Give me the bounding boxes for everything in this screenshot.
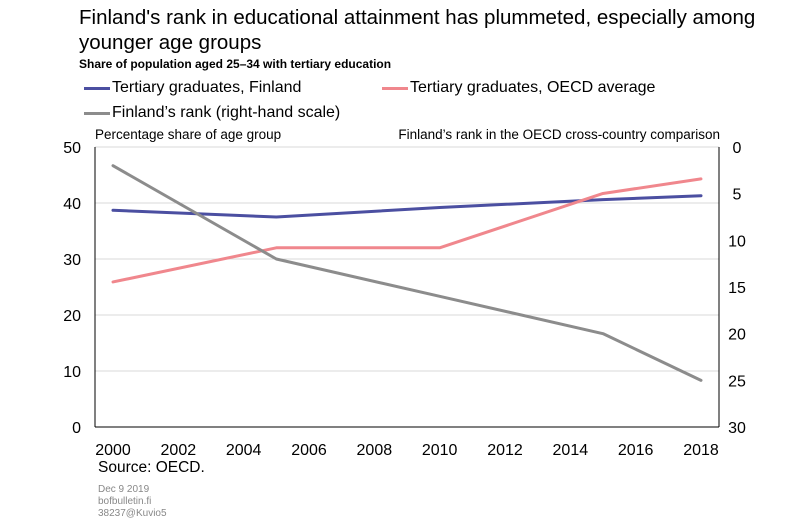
x-tick-label: 2004 xyxy=(226,442,262,459)
right-tick-label: 15 xyxy=(728,280,746,297)
x-tick-label: 2016 xyxy=(618,442,654,459)
legend-label-rank: Finland’s rank (right-hand scale) xyxy=(112,104,341,121)
x-tick-label: 2010 xyxy=(422,442,458,459)
legend-item-finland: Tertiary graduates, Finland xyxy=(84,79,301,97)
footer-site: bofbulletin.fi xyxy=(98,496,152,507)
right-tick-label: 25 xyxy=(728,373,746,390)
left-tick-label: 40 xyxy=(63,196,81,213)
legend-swatch-oecd xyxy=(382,86,408,90)
legend-label-oecd: Tertiary graduates, OECD average xyxy=(410,79,656,96)
left-axis-label: Percentage share of age group xyxy=(95,127,282,142)
x-tick-label: 2000 xyxy=(95,442,131,459)
right-tick-label: 20 xyxy=(728,327,746,344)
legend-item-oecd: Tertiary graduates, OECD average xyxy=(382,79,655,97)
right-tick-label: 0 xyxy=(733,140,742,157)
footer-date: Dec 9 2019 xyxy=(98,484,150,495)
left-tick-label: 10 xyxy=(63,364,81,381)
right-tick-label: 5 xyxy=(733,187,742,204)
x-tick-label: 2002 xyxy=(161,442,197,459)
chart-subtitle: Share of population aged 25–34 with tert… xyxy=(79,57,392,71)
x-tick-label: 2014 xyxy=(553,442,589,459)
legend-swatch-finland xyxy=(84,86,110,90)
left-tick-label: 30 xyxy=(63,252,81,269)
x-tick-label: 2006 xyxy=(291,442,327,459)
legend-item-rank: Finland’s rank (right-hand scale) xyxy=(84,104,340,122)
x-tick-label: 2008 xyxy=(357,442,393,459)
left-tick-label: 0 xyxy=(72,420,81,437)
right-axis-label: Finland’s rank in the OECD cross-country… xyxy=(398,127,720,142)
left-tick-label: 20 xyxy=(63,308,81,325)
series-line-0 xyxy=(111,194,703,219)
x-tick-label: 2012 xyxy=(487,442,523,459)
source-note: Source: OECD. xyxy=(98,459,205,476)
x-tick-label: 2018 xyxy=(683,442,719,459)
chart-title: Finland's rank in educational attainment… xyxy=(79,6,756,54)
right-tick-label: 10 xyxy=(728,233,746,250)
footer-id: 38237@Kuvio5 xyxy=(98,508,167,519)
series-line-2 xyxy=(111,164,703,382)
series-line-1 xyxy=(111,177,703,284)
legend-label-finland: Tertiary graduates, Finland xyxy=(112,79,302,96)
right-tick-label: 30 xyxy=(728,420,746,437)
left-tick-label: 50 xyxy=(63,140,81,157)
legend-swatch-rank xyxy=(84,111,110,115)
